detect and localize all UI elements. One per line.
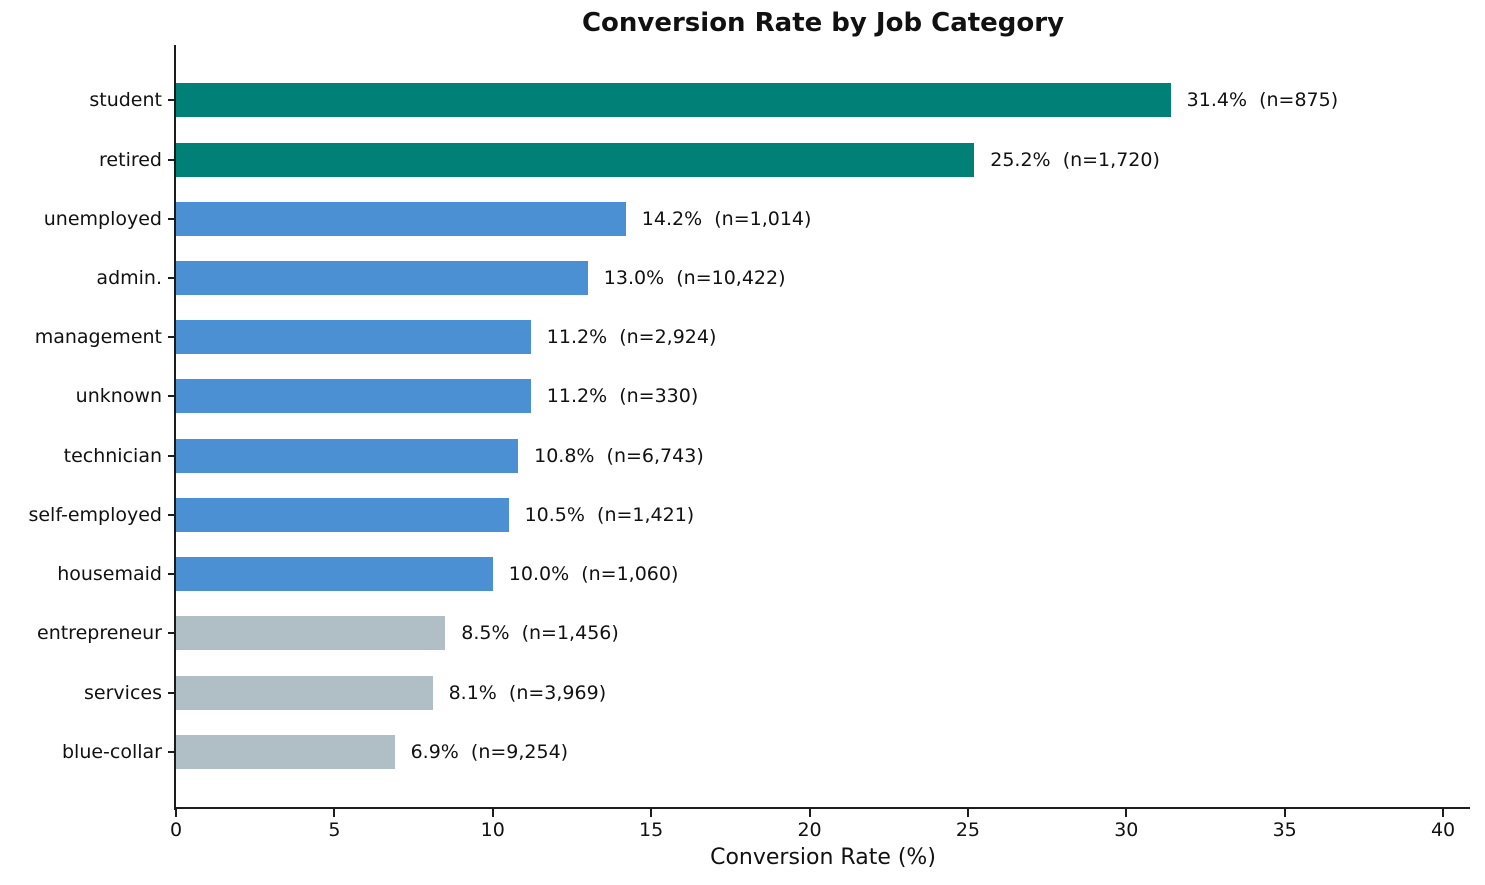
y-axis-labels: student retired unemployed admin. management… [0,45,162,808]
bar-value-label: 11.2% (n=330) [546,385,699,408]
x-tick-label: 35 [1272,819,1297,841]
y-axis-spine [174,45,176,810]
x-tick-mark [1125,809,1128,817]
y-tick-label: unknown [75,385,162,408]
bar-retired [176,142,975,177]
bar-value-label: 11.2% (n=2,924) [546,326,717,349]
y-tick-mark [168,217,175,220]
bar-value-label: 13.0% (n=10,422) [603,266,786,289]
bar-self-employed [176,497,509,532]
x-tick-mark [333,809,336,817]
y-tick-label: management [34,326,162,349]
bar-value-label: 14.2% (n=1,014) [641,207,812,230]
x-axis-label: Conversion Rate (%) [710,845,936,870]
x-tick-label: 15 [639,819,664,841]
x-tick-label: 40 [1430,819,1456,841]
x-tick-mark [808,809,811,817]
y-tick-label: housemaid [57,563,162,586]
y-tick-mark [168,99,175,102]
x-tick-label: 30 [1114,819,1139,841]
y-tick-mark [168,395,175,398]
x-tick-mark [1283,809,1286,817]
bar-value-label: 8.1% (n=3,969) [448,681,607,704]
bar-services [176,675,433,710]
y-tick-mark [168,573,175,576]
bar-student [176,83,1171,118]
bar-technician [176,438,519,473]
bar-unknown [176,379,531,414]
bar-value-label: 25.2% (n=1,720) [990,148,1160,171]
y-tick-label: technician [63,444,162,467]
x-tick-label: 5 [328,819,341,841]
y-tick-mark [168,691,175,694]
bar-entrepreneur [176,616,446,651]
y-tick-label: services [84,681,162,704]
y-tick-mark [168,158,175,161]
bar-value-label: 10.8% (n=6,743) [534,444,704,467]
x-tick-mark [491,809,494,817]
x-tick-mark [175,809,177,817]
y-tick-label: entrepreneur [37,622,162,645]
bar-value-label: 8.5% (n=1,456) [461,622,619,645]
y-tick-mark [168,454,175,457]
bar-unemployed [176,201,626,236]
bar-admin. [176,260,588,295]
bar-value-label: 6.9% (n=9,254) [410,740,569,763]
y-tick-label: student [89,89,162,112]
x-tick-label: 10 [480,819,505,841]
chart-title: Conversion Rate by Job Category [581,8,1065,38]
x-tick-label: 20 [797,819,822,841]
x-tick-label: 0 [169,819,183,841]
x-axis-spine [174,807,1470,809]
y-tick-label: retired [99,148,162,171]
x-tick-mark [966,809,969,817]
bar-housemaid [176,557,493,592]
y-tick-label: admin. [96,266,162,289]
x-tick-label: 25 [955,819,980,841]
y-tick-label: blue-collar [61,740,162,763]
y-tick-mark [168,276,175,279]
bar-blue-collar [176,734,395,769]
y-tick-mark [168,632,175,635]
y-tick-label: self-employed [28,503,162,526]
y-tick-mark [168,336,175,339]
x-tick-mark [650,809,653,817]
bar-value-label: 10.5% (n=1,421) [524,503,695,526]
y-tick-mark [168,750,175,753]
x-tick-mark [1442,809,1445,817]
y-tick-mark [168,513,175,516]
bar-value-label: 31.4% (n=875) [1186,89,1339,112]
plot-area: 31.4% (n=875) 25.2% (n=1,720) 14.2% (n=1,0… [176,45,1470,808]
y-tick-label: unemployed [43,207,162,230]
bar-value-label: 10.0% (n=1,060) [508,563,679,586]
bar-management [176,320,531,355]
